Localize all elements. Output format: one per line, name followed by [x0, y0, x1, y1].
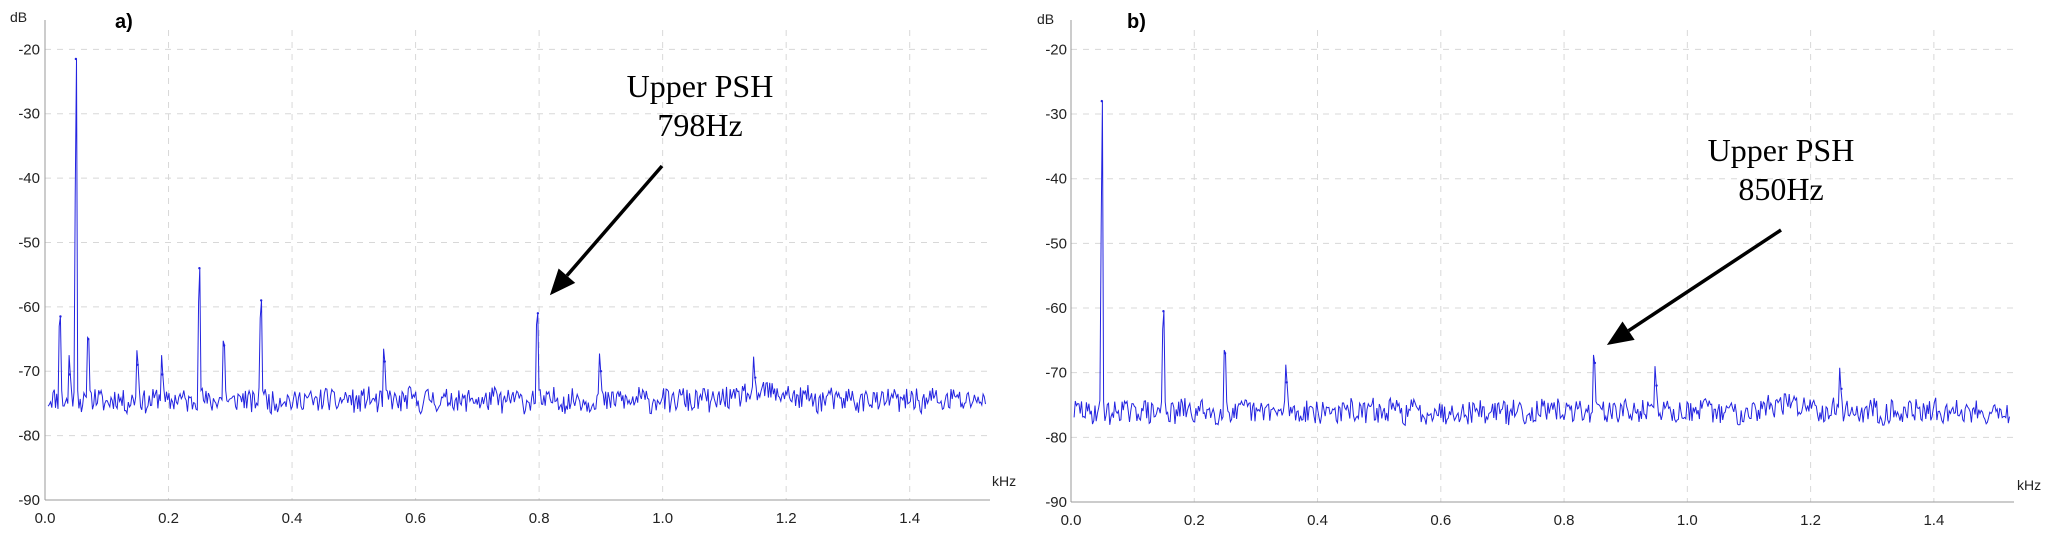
peak-point — [536, 312, 540, 315]
y-tick-label: -40 — [18, 170, 40, 187]
y-unit-label: dB — [1037, 11, 1054, 27]
y-tick-label: -50 — [18, 234, 40, 251]
panel-label: a) — [115, 11, 133, 33]
x-tick-label: 0.4 — [282, 510, 303, 527]
grid — [45, 30, 990, 501]
peak-point — [1285, 381, 1288, 384]
grid — [1071, 30, 2014, 503]
x-tick-label: 0.6 — [1430, 512, 1451, 529]
y-tick-label: -70 — [1045, 365, 1067, 382]
y-unit-label: dB — [10, 9, 27, 25]
y-tick-label: -90 — [1045, 494, 1067, 511]
annotation-value: 850Hz — [1738, 171, 1823, 207]
annotation-arrow — [1627, 228, 1782, 333]
annotation-arrowhead — [549, 268, 576, 296]
y-tick-label: -20 — [18, 41, 40, 58]
y-tick-label: -50 — [1045, 235, 1067, 252]
y-tick-label: -80 — [18, 428, 40, 445]
x-tick-label: 1.4 — [899, 510, 920, 527]
x-tick-label: 1.0 — [1677, 512, 1698, 529]
y-tick-label: -30 — [18, 106, 40, 123]
y-tick-label: -20 — [1045, 41, 1067, 58]
x-tick-label: 0.4 — [1307, 512, 1328, 529]
peak-point — [599, 370, 603, 373]
x-tick-label: 0.2 — [158, 510, 179, 527]
peak-point — [1162, 310, 1165, 313]
spectrum-chart-a: -20 -30 -40 -50 -60 -70 -80 -900.0 0.2 0.4 0.6 0.8 1… — [10, 9, 1016, 527]
y-tick-label: -90 — [18, 492, 40, 509]
x-tick-label: 0.0 — [1061, 512, 1082, 529]
annotation-arrowhead — [1606, 321, 1635, 345]
x-unit-label: kHz — [992, 473, 1016, 489]
panel-label: b) — [1127, 11, 1146, 33]
y-tick-label: -70 — [18, 363, 40, 380]
peak-point — [259, 299, 263, 302]
x-tick-label: 0.8 — [1554, 512, 1575, 529]
peak-point — [161, 373, 164, 376]
annotation-arrow — [565, 164, 664, 277]
y-tick-label: -60 — [18, 299, 40, 316]
peak-point — [1655, 384, 1658, 387]
x-tick-label: 1.2 — [776, 510, 797, 527]
annotation-label: Upper PSH — [1708, 132, 1855, 168]
annotation-value: 798Hz — [657, 107, 742, 143]
x-tick-label: 0.6 — [405, 510, 426, 527]
peak-point — [1223, 352, 1227, 355]
peak-point — [59, 315, 62, 318]
annotation-label: Upper PSH — [627, 68, 774, 104]
x-tick-label: 0.0 — [35, 510, 56, 527]
spectrum-chart-b: -20 -30 -40 -50 -60 -70 -80 -900.0 0.2 0.4 0.6 0.8 1… — [1037, 11, 2041, 529]
x-unit-label: kHz — [2017, 477, 2041, 493]
peak-point — [754, 376, 757, 379]
peak-point — [1840, 387, 1843, 391]
x-tick-label: 1.2 — [1800, 512, 1821, 529]
peak-point — [1593, 361, 1597, 365]
peak-point — [383, 360, 386, 363]
peak-point — [1100, 99, 1104, 103]
x-tick-label: 1.0 — [652, 510, 673, 527]
y-tick-label: -30 — [1045, 106, 1067, 123]
x-tick-label: 0.2 — [1184, 512, 1205, 529]
x-tick-label: 0.8 — [529, 510, 550, 527]
x-tick-label: 1.4 — [1923, 512, 1944, 529]
peak-point — [68, 373, 71, 376]
spectrum-line — [47, 58, 986, 416]
peak-point — [87, 337, 90, 341]
y-tick-label: -40 — [1045, 171, 1067, 188]
peak-point — [198, 267, 201, 270]
peak-point — [222, 344, 226, 347]
y-tick-label: -80 — [1045, 429, 1067, 446]
spectrum-line — [1073, 101, 2010, 427]
peak-point — [74, 57, 78, 61]
y-tick-label: -60 — [1045, 300, 1067, 317]
peak-point — [136, 363, 139, 366]
